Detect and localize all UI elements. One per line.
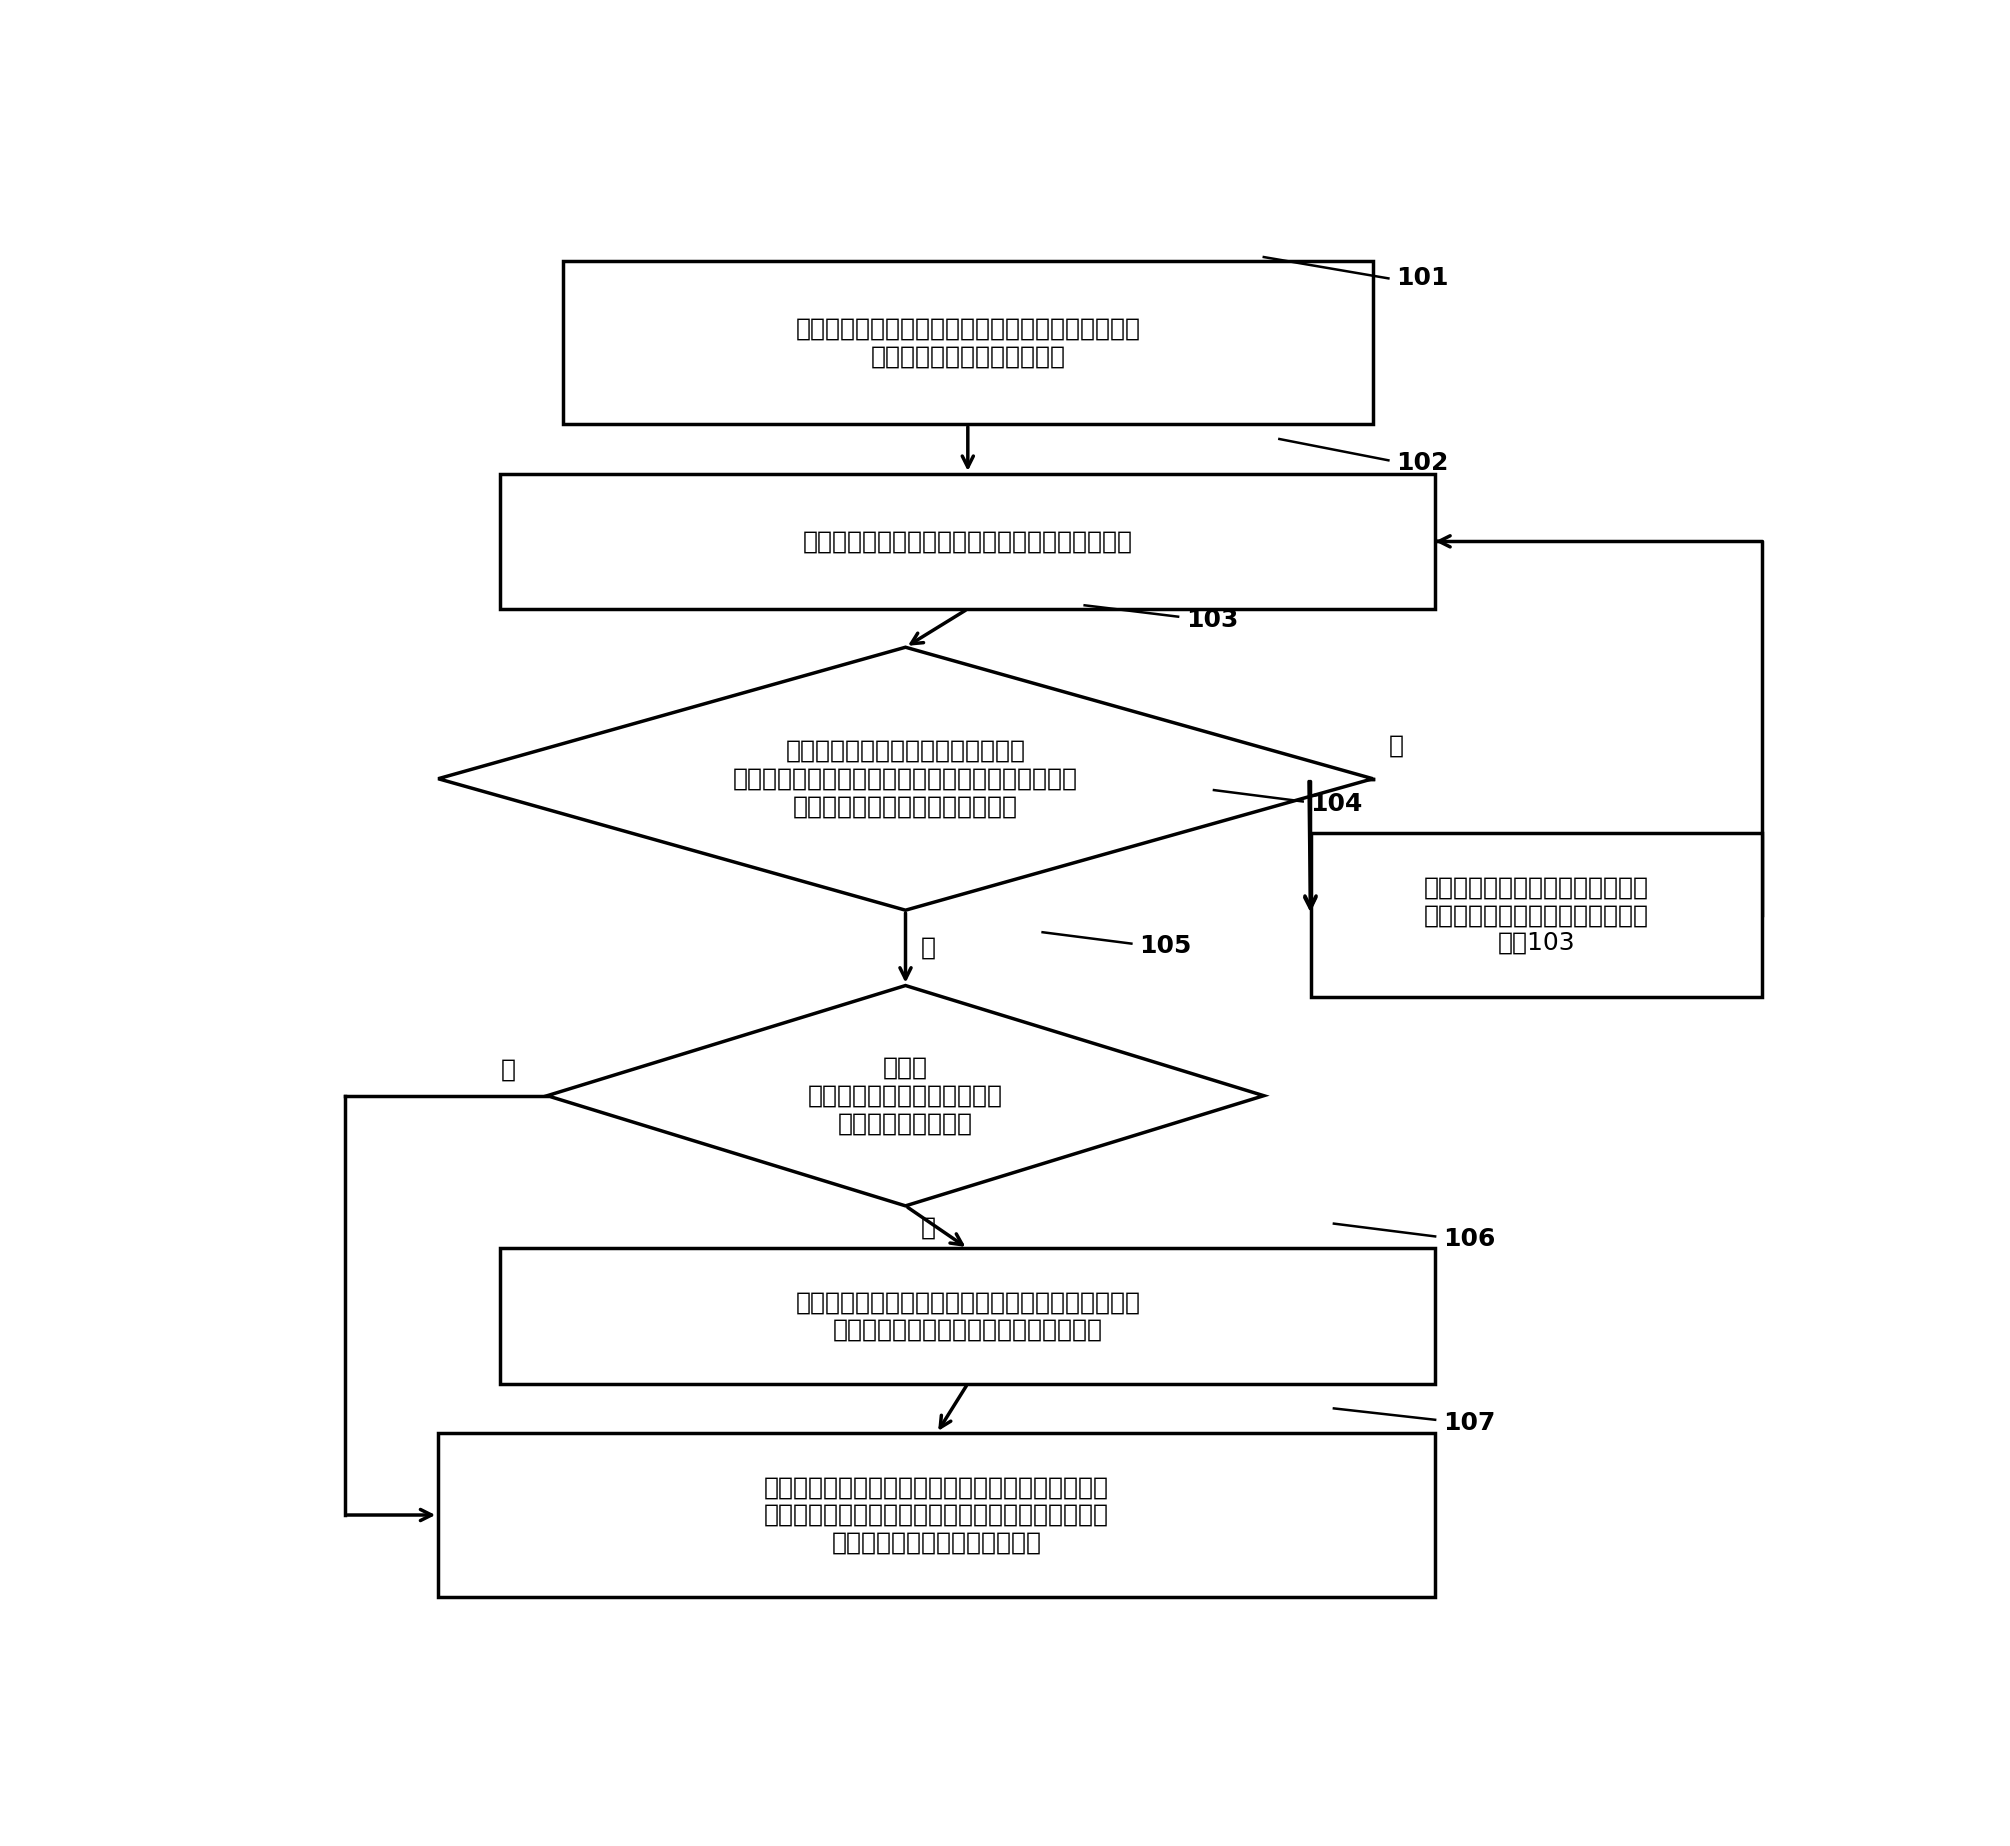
Polygon shape bbox=[438, 648, 1373, 910]
FancyBboxPatch shape bbox=[563, 260, 1373, 425]
Text: 关断一个网元设备内的各个光信号处理单板的输出端
口，选择一个光信号处理单板: 关断一个网元设备内的各个光信号处理单板的输出端 口，选择一个光信号处理单板 bbox=[796, 316, 1140, 367]
Text: 106: 106 bbox=[1443, 1228, 1495, 1252]
Text: 将辅助光源输出的光信号导入所述光信号处理单板: 将辅助光源输出的光信号导入所述光信号处理单板 bbox=[802, 530, 1134, 554]
Text: 打开所述选择的光信号处理单板的输
出端口，判断是否有其它光信号处理单板检测到所述
选择的光信号处理单板输出的信号: 打开所述选择的光信号处理单板的输 出端口，判断是否有其它光信号处理单板检测到所述… bbox=[734, 738, 1077, 818]
Text: 107: 107 bbox=[1443, 1410, 1495, 1434]
Text: 105: 105 bbox=[1140, 934, 1192, 958]
Text: 102: 102 bbox=[1397, 450, 1449, 474]
FancyBboxPatch shape bbox=[500, 1248, 1435, 1383]
Text: 判断是
否还有未经是否有邻接下游光
信号处理单板的判断: 判断是 否还有未经是否有邻接下游光 信号处理单板的判断 bbox=[808, 1056, 1003, 1135]
Text: 是: 是 bbox=[921, 1215, 937, 1239]
Text: 将确定的邻接下游光信号处理单板
作为选择的光信号处理单板，执行
步骤103: 将确定的邻接下游光信号处理单板 作为选择的光信号处理单板，执行 步骤103 bbox=[1423, 875, 1648, 954]
Text: 否: 否 bbox=[500, 1058, 517, 1082]
Polygon shape bbox=[547, 986, 1264, 1205]
Text: 在未经是否有邻接下游光信号处理单板判断的光信号
处理单板中任意选择一个光信号处理单板: 在未经是否有邻接下游光信号处理单板判断的光信号 处理单板中任意选择一个光信号处理… bbox=[796, 1290, 1140, 1342]
Text: 103: 103 bbox=[1186, 607, 1238, 631]
Text: 104: 104 bbox=[1311, 792, 1363, 816]
Text: 否: 否 bbox=[921, 936, 937, 960]
FancyBboxPatch shape bbox=[1311, 833, 1763, 997]
Text: 是: 是 bbox=[1389, 733, 1403, 757]
FancyBboxPatch shape bbox=[500, 474, 1435, 609]
Text: 根据各个光信号处理单板是否有邻接下游光信号处理
单板的判断结果，得到所述网元设备内各个光信号处
理单板之间的实际光纤连接关系: 根据各个光信号处理单板是否有邻接下游光信号处理 单板的判断结果，得到所述网元设备… bbox=[764, 1475, 1110, 1554]
Text: 101: 101 bbox=[1397, 266, 1449, 290]
FancyBboxPatch shape bbox=[438, 1432, 1435, 1597]
